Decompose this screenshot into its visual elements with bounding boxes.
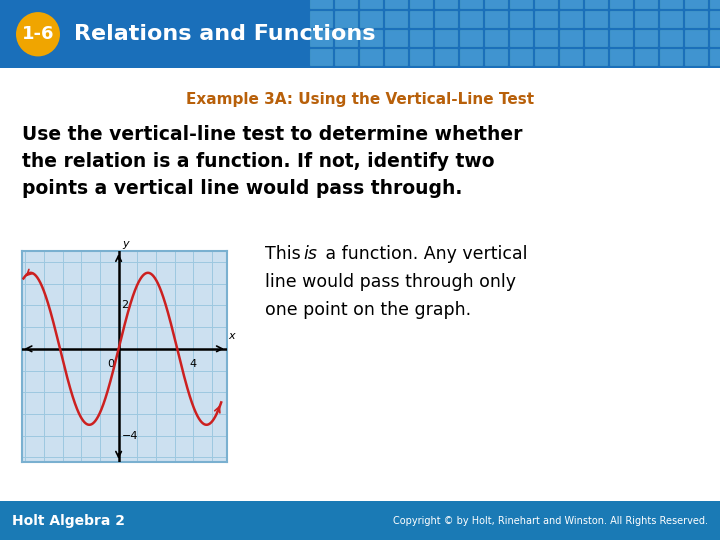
Bar [710, 49, 720, 65]
Bar [510, 49, 532, 65]
Bar [585, 11, 607, 27]
Text: is: is [303, 245, 317, 263]
Text: the relation is a function. If not, identify two: the relation is a function. If not, iden… [22, 152, 495, 171]
Bar [510, 30, 532, 46]
Text: points a vertical line would pass through.: points a vertical line would pass throug… [22, 179, 462, 198]
Bar [610, 0, 632, 8]
Bar [560, 0, 582, 8]
Bar [660, 11, 682, 27]
Text: 4: 4 [189, 359, 197, 369]
Bar [435, 30, 457, 46]
Circle shape [16, 12, 60, 56]
Bar [535, 30, 557, 46]
Text: y: y [122, 239, 129, 249]
Bar [385, 11, 407, 27]
Bar [635, 0, 657, 8]
Text: Copyright © by Holt, Rinehart and Winston. All Rights Reserved.: Copyright © by Holt, Rinehart and Winsto… [393, 516, 708, 526]
Bar [335, 11, 357, 27]
Bar [660, 49, 682, 65]
Bar [485, 49, 507, 65]
Text: Use the vertical-line test to determine whether: Use the vertical-line test to determine … [22, 125, 523, 144]
Bar [310, 0, 332, 8]
Bar [610, 11, 632, 27]
Text: Holt Algebra 2: Holt Algebra 2 [12, 514, 125, 528]
Bar [560, 49, 582, 65]
Bar [385, 0, 407, 8]
Bar [360, 11, 382, 27]
Text: 2: 2 [122, 300, 129, 310]
Bar [585, 49, 607, 65]
Bar [310, 49, 332, 65]
Text: Example 3A: Using the Vertical-Line Test: Example 3A: Using the Vertical-Line Test [186, 92, 534, 106]
Bar [460, 0, 482, 8]
Bar [585, 0, 607, 8]
Bar [535, 0, 557, 8]
Bar [685, 0, 707, 8]
Bar [460, 30, 482, 46]
Text: −4: −4 [122, 430, 138, 441]
Text: one point on the graph.: one point on the graph. [265, 301, 471, 319]
Bar [460, 11, 482, 27]
Bar [685, 49, 707, 65]
Bar [660, 30, 682, 46]
Bar [635, 49, 657, 65]
Bar [385, 49, 407, 65]
Bar [410, 49, 432, 65]
Bar [410, 0, 432, 8]
Bar [660, 0, 682, 8]
Bar [410, 11, 432, 27]
Bar [310, 11, 332, 27]
Bar [710, 0, 720, 8]
Text: x: x [229, 331, 235, 341]
Bar [635, 30, 657, 46]
Bar [610, 49, 632, 65]
Bar [535, 11, 557, 27]
Bar [460, 49, 482, 65]
Bar [610, 30, 632, 46]
Text: This: This [265, 245, 306, 263]
Bar [335, 49, 357, 65]
Bar [710, 11, 720, 27]
Bar [535, 49, 557, 65]
Bar [310, 30, 332, 46]
Bar [360, 0, 382, 8]
Bar [435, 0, 457, 8]
Bar [335, 0, 357, 8]
Bar [485, 0, 507, 8]
Bar [685, 11, 707, 27]
Bar [385, 30, 407, 46]
Bar [435, 49, 457, 65]
Bar [510, 11, 532, 27]
Bar [710, 30, 720, 46]
Bar [435, 11, 457, 27]
Bar [635, 11, 657, 27]
Bar [485, 30, 507, 46]
Bar [335, 30, 357, 46]
Bar [360, 30, 382, 46]
Text: a function. Any vertical: a function. Any vertical [320, 245, 528, 263]
Text: line would pass through only: line would pass through only [265, 273, 516, 291]
Text: Relations and Functions: Relations and Functions [74, 24, 376, 44]
Bar [360, 49, 382, 65]
Text: 0: 0 [107, 359, 114, 369]
Bar [485, 11, 507, 27]
Bar [685, 30, 707, 46]
Bar [560, 11, 582, 27]
Text: 1-6: 1-6 [22, 25, 54, 43]
Bar [410, 30, 432, 46]
Bar [510, 0, 532, 8]
Bar [585, 30, 607, 46]
Bar [560, 30, 582, 46]
